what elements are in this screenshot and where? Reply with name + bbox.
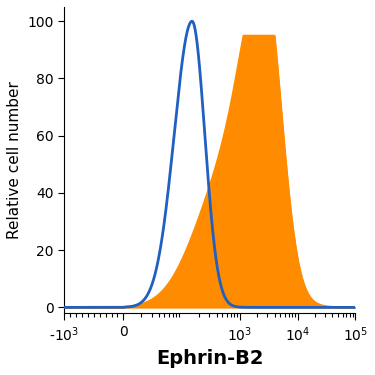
Y-axis label: Relative cell number: Relative cell number	[7, 81, 22, 239]
X-axis label: Ephrin-B2: Ephrin-B2	[156, 349, 264, 368]
